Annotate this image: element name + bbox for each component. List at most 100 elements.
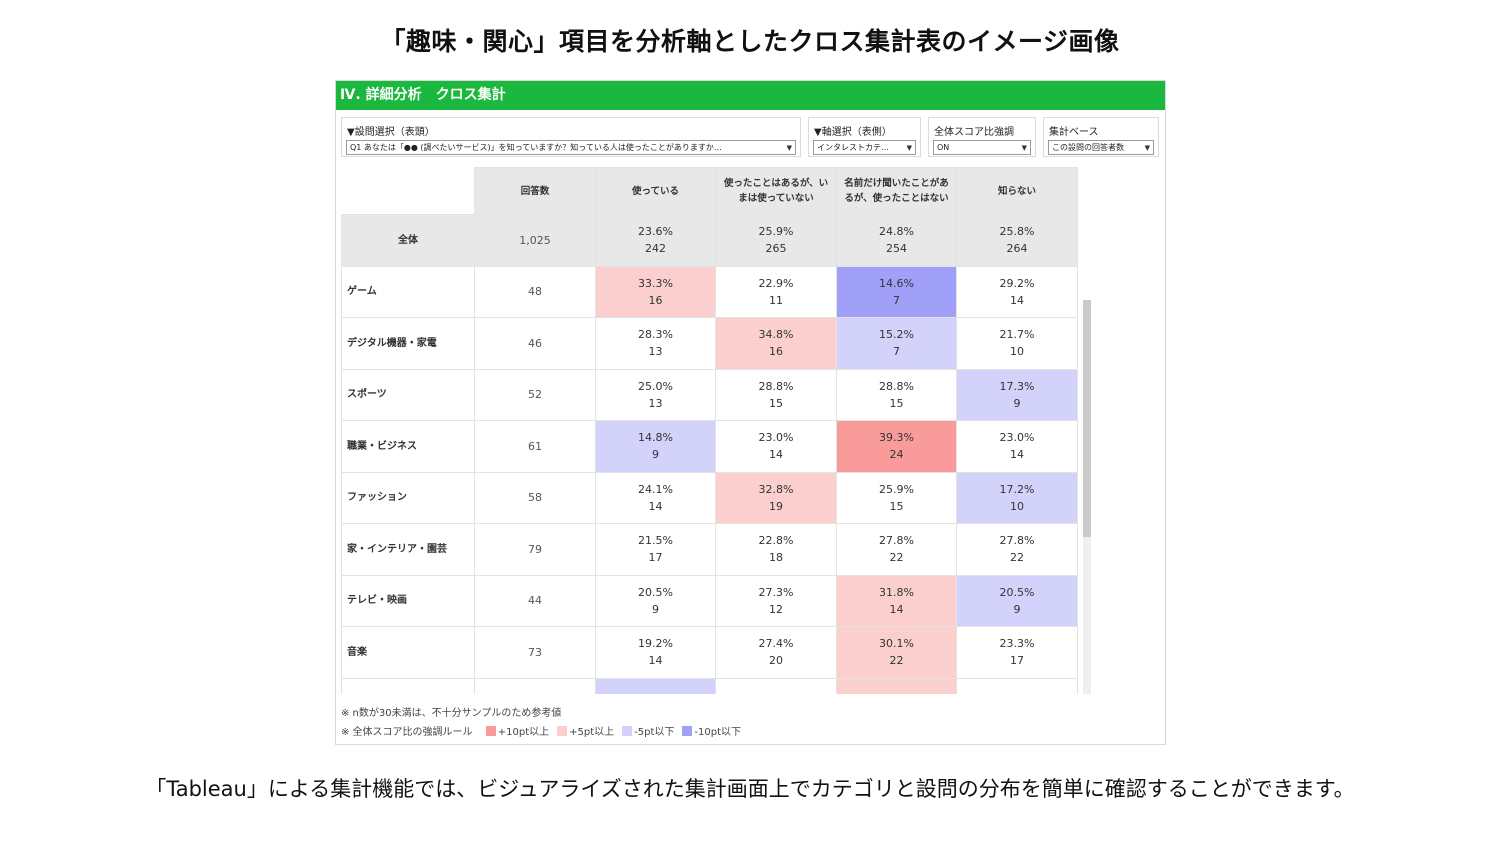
- data-cell[interactable]: 24.8% 254: [836, 214, 957, 267]
- data-cell[interactable]: 20.5% 9: [956, 574, 1078, 627]
- row-label: デジタル機器・家電: [341, 317, 475, 370]
- data-cell[interactable]: 30.1% 22: [836, 626, 957, 679]
- score-emphasis-filter: 全体スコア比強調 ON ▼: [928, 117, 1036, 157]
- question-select-filter: ▼設問選択（表頭） Q1 あなたは「●● (調べたいサービス)」を知っていますか…: [341, 117, 801, 157]
- cell-percent: 27.8%: [879, 534, 914, 548]
- legend-label: -10pt以下: [694, 727, 741, 738]
- cell-percent: 20.5%: [999, 585, 1035, 599]
- cell-percent: 17.2%: [999, 482, 1035, 496]
- filter-label: 集計ベース: [1049, 127, 1099, 138]
- cell-count: 15: [769, 396, 783, 410]
- data-cell[interactable]: 19.2% 14: [595, 626, 716, 679]
- data-cell[interactable]: 23.6% 242: [595, 214, 716, 267]
- crosstab-table-area: 回答数 使っている 使ったことはあるが、いまは使っていない 名前だけ聞いたことがあるが…: [341, 167, 1091, 694]
- filter-label: ▼軸選択（表側）: [814, 127, 892, 138]
- data-cell[interactable]: 23.3% 17: [956, 626, 1078, 679]
- data-cell[interactable]: 34.8% 16: [715, 317, 837, 370]
- data-cell[interactable]: 31.8% 14: [836, 574, 957, 627]
- data-cell[interactable]: 17.3% 9: [956, 368, 1078, 421]
- scrollbar-thumb[interactable]: [1083, 300, 1091, 537]
- cell-percent: 39.3%: [879, 431, 914, 445]
- legend-swatch: [557, 726, 568, 736]
- data-cell[interactable]: 14.8% 9: [595, 420, 716, 473]
- total-row: 全体 1,025 23.6% 242 25.9% 265 24.8% 254 25.8% 264: [341, 214, 1078, 267]
- cell-count: 12: [769, 602, 783, 616]
- data-cell[interactable]: 22.9% 11: [715, 265, 837, 318]
- cell-percent: 28.3%: [638, 328, 673, 342]
- cell-count: 22: [889, 551, 904, 565]
- data-cell[interactable]: 27.8% 22: [956, 523, 1078, 576]
- axis-select-dropdown[interactable]: インタレストカテ… ▼: [813, 140, 916, 155]
- cell-count: 14: [889, 602, 904, 616]
- score-emphasis-dropdown[interactable]: ON ▼: [933, 140, 1031, 155]
- data-cell[interactable]: 32.8% 19: [715, 471, 837, 524]
- column-header: 回答数: [474, 167, 596, 215]
- data-cell[interactable]: 27.8% 22: [836, 523, 957, 576]
- data-cell[interactable]: 21.5% 17: [595, 523, 716, 576]
- cell-count: 11: [769, 293, 783, 307]
- data-cell[interactable]: 25.0% 13: [595, 368, 716, 421]
- data-cell[interactable]: 27.3% 12: [715, 574, 837, 627]
- data-cell[interactable]: 28.3% 13: [595, 317, 716, 370]
- legend-swatch: [622, 726, 633, 736]
- data-cell[interactable]: 22.8% 18: [715, 523, 837, 576]
- cell-count: 7: [893, 293, 900, 307]
- aggregation-base-dropdown[interactable]: この設問の回答者数 ▼: [1048, 140, 1154, 155]
- data-cell[interactable]: 23.0% 14: [956, 420, 1078, 473]
- column-header: 使っている: [595, 167, 716, 215]
- data-cell[interactable]: 25.9% 265: [715, 214, 837, 267]
- legend-label: +10pt以上: [497, 727, 550, 738]
- data-cell[interactable]: 14.6% 7: [836, 265, 957, 318]
- table-scrollbar[interactable]: [1083, 300, 1091, 694]
- legend-label: +5pt以上: [569, 727, 615, 738]
- response-count: 48: [474, 265, 596, 318]
- data-cell[interactable]: 29.1%: [956, 677, 1078, 694]
- cell-percent: 23.3%: [999, 637, 1035, 651]
- cell-count: 13: [648, 396, 663, 410]
- cell-count: 14: [648, 499, 663, 513]
- row-label: 全体: [341, 214, 475, 267]
- dropdown-value: Q1 あなたは「●● (調べたいサービス)」を知っていますか？知っている人は使っ…: [350, 143, 722, 152]
- cell-count: 16: [648, 293, 663, 307]
- cell-percent: 27.8%: [999, 534, 1035, 548]
- column-header: 名前だけ聞いたことがあるが、使ったことはない: [836, 167, 957, 215]
- cell-count: 18: [769, 551, 783, 565]
- data-cell[interactable]: 33.3% 16: [595, 265, 716, 318]
- cell-count: 9: [652, 602, 659, 616]
- table-row: 職業・ビジネス 61 14.8% 9 23.0% 14 39.3% 24 23.0% 14: [341, 420, 1078, 473]
- data-cell[interactable]: 27.4% 20: [715, 626, 837, 679]
- data-cell[interactable]: 28.8% 15: [836, 368, 957, 421]
- table-row: ファッション 58 24.1% 14 32.8% 19 25.9% 15 17.2% 10: [341, 471, 1078, 524]
- response-count: 79: [474, 523, 596, 576]
- cell-count: 14: [769, 448, 783, 462]
- data-cell[interactable]: 28.8% 15: [715, 368, 837, 421]
- question-select-dropdown[interactable]: Q1 あなたは「●● (調べたいサービス)」を知っていますか？知っている人は使っ…: [346, 140, 796, 155]
- data-cell[interactable]: 23.0% 14: [715, 420, 837, 473]
- response-count: 44: [474, 574, 596, 627]
- data-cell[interactable]: 17.2% 10: [956, 471, 1078, 524]
- cell-count: 7: [893, 345, 900, 359]
- data-cell[interactable]: 21.9%: [715, 677, 837, 694]
- data-cell[interactable]: 29.2% 14: [956, 265, 1078, 318]
- cell-count: 19: [769, 499, 783, 513]
- legend-item: +10pt以上: [485, 723, 550, 742]
- cell-count: 13: [648, 345, 663, 359]
- cell-percent: 25.9%: [879, 482, 914, 496]
- data-cell[interactable]: 21.7% 10: [956, 317, 1078, 370]
- cell-percent: 14.6%: [879, 276, 914, 290]
- response-count: [474, 677, 596, 694]
- data-cell[interactable]: 20.5% 9: [595, 574, 716, 627]
- data-cell[interactable]: 25.9% 15: [836, 471, 957, 524]
- data-cell[interactable]: 25.8% 264: [956, 214, 1078, 267]
- data-cell[interactable]: 39.3% 24: [836, 420, 957, 473]
- cell-percent: 22.9%: [758, 276, 794, 290]
- data-cell[interactable]: 15.2% 7: [836, 317, 957, 370]
- chevron-down-icon: ▼: [786, 144, 792, 152]
- cell-count: 15: [889, 499, 904, 513]
- page-title: 「趣味・関心」項目を分析軸としたクロス集計表のイメージ画像: [380, 27, 1120, 56]
- cell-percent: 15.2%: [879, 328, 914, 342]
- data-cell[interactable]: 32.7%: [836, 677, 957, 694]
- data-cell[interactable]: 16.4%: [595, 677, 716, 694]
- aggregation-base-filter: 集計ベース この設問の回答者数 ▼: [1043, 117, 1159, 157]
- data-cell[interactable]: 24.1% 14: [595, 471, 716, 524]
